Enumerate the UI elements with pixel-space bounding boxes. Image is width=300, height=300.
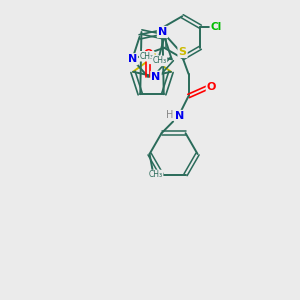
Text: O: O [143, 49, 153, 59]
Text: N: N [175, 111, 184, 121]
Text: N: N [152, 72, 160, 82]
Text: O: O [207, 82, 216, 92]
Text: S: S [148, 53, 156, 63]
Text: N: N [158, 27, 167, 37]
Text: CH₃: CH₃ [140, 52, 154, 61]
Text: CH₃: CH₃ [152, 56, 167, 65]
Text: Cl: Cl [211, 22, 222, 32]
Text: N: N [128, 54, 137, 64]
Text: H: H [166, 110, 173, 120]
Text: CH₃: CH₃ [148, 170, 163, 179]
Text: S: S [178, 47, 187, 57]
